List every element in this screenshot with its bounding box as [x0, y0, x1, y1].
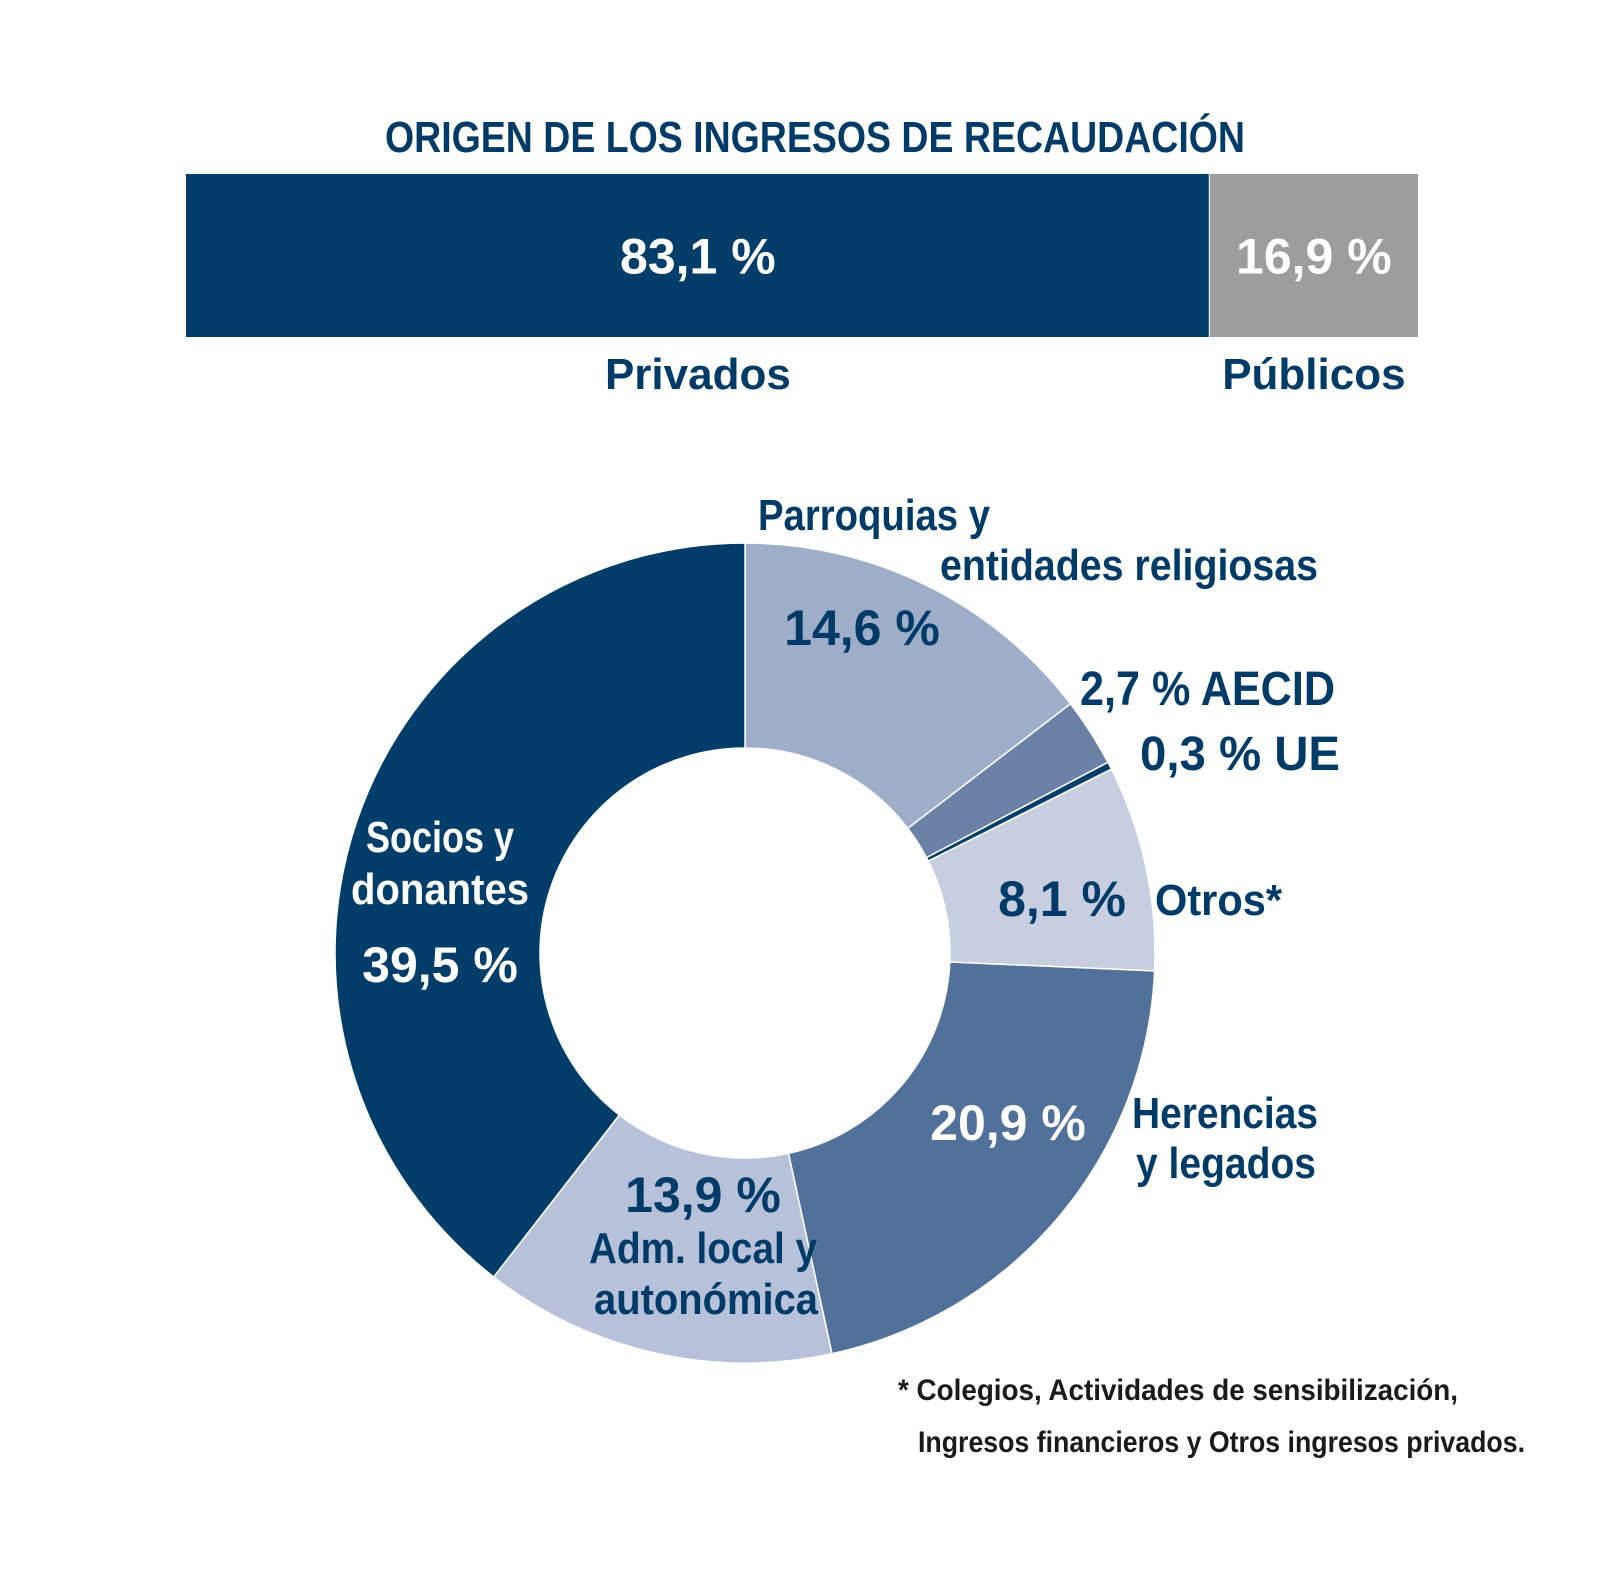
bar-value-label-privados: 83,1 %: [620, 229, 776, 285]
donut-label-adm-line-2: autonómica: [594, 1275, 818, 1324]
footnote: * Colegios, Actividades de sensibilizaci…: [898, 1374, 1525, 1459]
donut-label-otros: Otros*: [1155, 876, 1283, 925]
bar-category-label-privados: Privados: [605, 350, 791, 399]
bar-segment-publicos: [1209, 174, 1418, 337]
donut-slice-socios: [334, 542, 746, 1279]
bar-category-label-publicos: Públicos: [1222, 350, 1405, 399]
footnote-line-2: Ingresos financieros y Otros ingresos pr…: [918, 1426, 1525, 1459]
donut-value-ue: 0,3 % UE: [1140, 728, 1340, 781]
donut-value-adm: 13,9 %: [625, 1167, 781, 1223]
donut-slice-parroquias: [744, 542, 1072, 830]
donut-label-herencias-line-2: y legados: [1136, 1139, 1316, 1188]
footnote-line-1: * Colegios, Actividades de sensibilizaci…: [898, 1374, 1458, 1407]
donut-label-parroquias-line-2: entidades religiosas: [940, 541, 1318, 590]
bar-value-label-publicos: 16,9 %: [1236, 229, 1392, 285]
income-origin-bar-chart: ORIGEN DE LOS INGRESOS DE RECAUDACIÓN 83…: [186, 112, 1418, 399]
donut-value-socios: 39,5 %: [362, 937, 518, 993]
donut-label-herencias-line-1: Herencias: [1132, 1089, 1318, 1138]
donut-label-adm-line-1: Adm. local y: [589, 1224, 817, 1273]
donut-value-parroquias: 14,6 %: [784, 600, 940, 656]
donut-value-herencias: 20,9 %: [930, 1095, 1086, 1151]
income-source-donut-chart: [334, 542, 1156, 1364]
donut-label-parroquias-line-1: Parroquias y: [758, 491, 990, 540]
bar-chart-title: ORIGEN DE LOS INGRESOS DE RECAUDACIÓN: [385, 112, 1245, 162]
donut-value-aecid: 2,7 % AECID: [1080, 663, 1335, 716]
donut-label-socios-line-1: Socios y: [366, 813, 514, 862]
donut-label-socios-line-2: donantes: [351, 865, 529, 914]
bar-segment-privados: [186, 174, 1210, 337]
donut-slice-adm: [492, 1113, 833, 1364]
donut-value-otros: 8,1 %: [998, 871, 1126, 927]
donut-slice-herencias: [787, 961, 1156, 1355]
